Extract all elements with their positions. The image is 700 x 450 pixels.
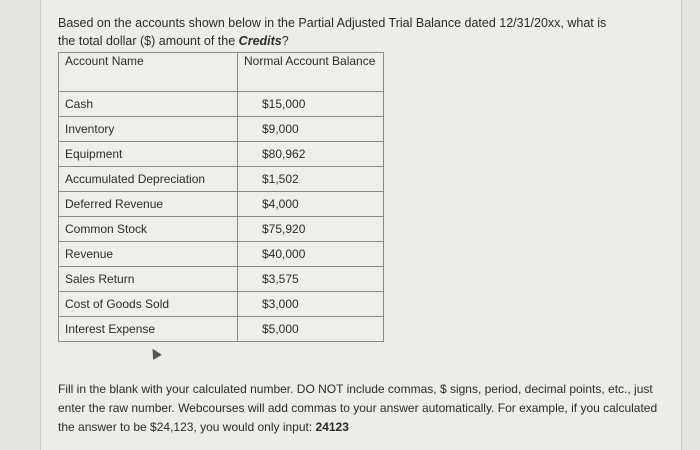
instructions-body: Fill in the blank with your calculated n… [58,382,658,434]
credits-emphasis: Credits [238,34,282,48]
account-name: Equipment [58,141,238,167]
account-balance: $40,000 [237,241,384,267]
question-text: Based on the accounts shown below in the… [58,14,618,50]
account-balance: $1,502 [237,166,384,192]
account-balance: $15,000 [237,91,384,117]
table-row: Common Stock $75,920 [58,216,384,242]
instructions-text: Fill in the blank with your calculated n… [58,380,658,437]
account-name: Interest Expense [58,316,238,342]
account-name: Deferred Revenue [58,191,238,217]
account-balance: $5,000 [237,316,384,342]
header-account-name: Account Name [58,52,238,92]
table-row: Accumulated Depreciation $1,502 [58,166,384,192]
account-balance: $80,962 [237,141,384,167]
table-row: Revenue $40,000 [58,241,384,267]
account-balance: $4,000 [237,191,384,217]
header-normal-balance: Normal Account Balance [237,52,384,92]
account-name: Accumulated Depreciation [58,166,238,192]
question-body: Based on the accounts shown below in the… [58,16,607,48]
question-end: ? [281,34,289,48]
table-row: Cost of Goods Sold $3,000 [58,291,384,317]
account-name: Cash [58,91,238,117]
account-name: Inventory [58,116,238,142]
account-name: Common Stock [58,216,238,242]
account-balance: $3,575 [237,266,384,292]
table-row: Interest Expense $5,000 [58,316,384,342]
table-header-row: Account Name Normal Account Balance [58,52,384,92]
account-name: Revenue [58,241,238,267]
account-balance: $75,920 [237,216,384,242]
table-row: Inventory $9,000 [58,116,384,142]
trial-balance-table: Account Name Normal Account Balance Cash… [58,52,384,342]
account-name: Cost of Goods Sold [58,291,238,317]
account-balance: $9,000 [237,116,384,142]
account-name: Sales Return [58,266,238,292]
table-row: Equipment $80,962 [58,141,384,167]
account-balance: $3,000 [237,291,384,317]
table-row: Cash $15,000 [58,91,384,117]
example-value: 24123 [315,420,349,434]
table-row: Deferred Revenue $4,000 [58,191,384,217]
table-row: Sales Return $3,575 [58,266,384,292]
